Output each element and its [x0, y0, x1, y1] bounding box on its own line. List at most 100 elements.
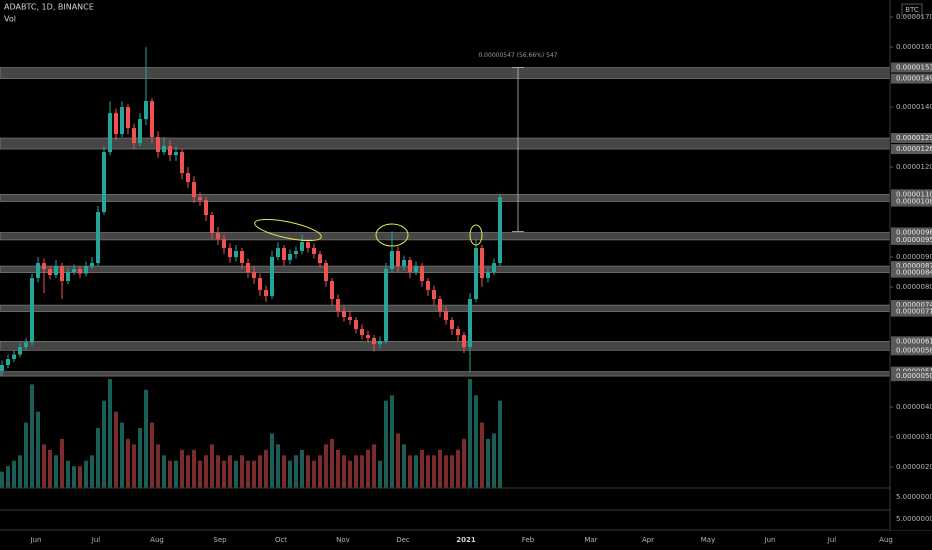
- volume: [0, 378, 502, 488]
- zone-label: 0.00001495: [896, 75, 932, 83]
- candle-body: [396, 251, 400, 267]
- currency: BTC: [905, 6, 919, 14]
- volume-bar: [162, 455, 166, 488]
- candle-body: [432, 290, 436, 300]
- candle-body: [474, 248, 478, 300]
- volume-bar: [378, 460, 382, 488]
- candle-body: [300, 242, 304, 252]
- zone-label: 0.00000848: [896, 269, 932, 277]
- x-tick-label: Jul: [827, 536, 837, 544]
- volume-bar: [360, 455, 364, 488]
- volume-bar: [456, 449, 460, 488]
- volume-bar: [480, 422, 484, 488]
- currency-box: [901, 3, 923, 17]
- volume-bar: [366, 449, 370, 488]
- candle-body: [102, 152, 106, 213]
- candle-body: [264, 290, 268, 297]
- volume-bar: [384, 400, 388, 488]
- x-tick-label: Feb: [522, 536, 535, 544]
- volume-bar: [438, 449, 442, 488]
- volume-bar: [222, 460, 226, 488]
- volume-bar: [318, 455, 322, 488]
- volume-bar: [66, 460, 70, 488]
- candle-body: [210, 215, 214, 234]
- candle-body: [324, 263, 328, 282]
- candle-body: [390, 251, 394, 270]
- zone-label: 0.00000589: [896, 346, 932, 354]
- volume-bar: [234, 460, 238, 488]
- candle-body: [330, 281, 334, 300]
- volume-title: Vol: [4, 15, 16, 24]
- candle-body: [216, 233, 220, 240]
- volume-bar: [444, 455, 448, 488]
- zone-label-bg: [891, 73, 932, 84]
- chart-title: ADABTC, 1D, BINANCE: [4, 3, 94, 12]
- candle-body: [402, 260, 406, 267]
- volume-bar: [408, 455, 412, 488]
- candles: [0, 47, 502, 376]
- zone: [0, 232, 891, 241]
- volume-bar: [120, 422, 124, 488]
- candle-body: [426, 281, 430, 291]
- volume-bar: [48, 449, 52, 488]
- zone-label-bg: [891, 62, 932, 73]
- zone-label: 0.00001297: [896, 134, 932, 142]
- x-tick-label: Aug: [150, 536, 164, 544]
- volume-bar: [264, 449, 268, 488]
- candle-body: [492, 263, 496, 273]
- candle-body: [60, 266, 64, 282]
- candle-body: [294, 251, 298, 255]
- volume-bar: [300, 449, 304, 488]
- volume-bar: [432, 455, 436, 488]
- zone-label: 0.00000982: [896, 228, 932, 236]
- x-tick-label: Jun: [764, 536, 776, 544]
- candle-body: [348, 317, 352, 321]
- candle-body: [48, 269, 52, 276]
- volume-bar: [372, 444, 376, 488]
- candle-body: [486, 272, 490, 279]
- volume-bar: [282, 455, 286, 488]
- volume-bar: [12, 460, 16, 488]
- candle-body: [66, 272, 70, 282]
- volume-bar: [174, 460, 178, 488]
- candle-body: [168, 146, 172, 156]
- x-tick-label: 2021: [456, 536, 476, 544]
- candle-body: [114, 113, 118, 135]
- x-tick-label: Nov: [336, 536, 350, 544]
- candle-body: [366, 335, 370, 339]
- zone-label-bg: [891, 306, 932, 317]
- volume-bar: [354, 455, 358, 488]
- volume-bar: [342, 455, 346, 488]
- volume-bar: [138, 428, 142, 488]
- candle-body: [192, 182, 196, 198]
- volume-bar: [240, 455, 244, 488]
- x-tick-label: Dec: [396, 536, 410, 544]
- volume-bar: [108, 378, 112, 488]
- candle-body: [318, 254, 322, 264]
- zone-label: 0.00000503: [896, 372, 932, 380]
- candle-body: [252, 272, 256, 279]
- candle-body: [18, 347, 22, 355]
- volume-bar: [192, 449, 196, 488]
- volume-bar: [126, 438, 130, 488]
- zone-label-bg: [891, 189, 932, 200]
- volume-bar: [36, 411, 40, 488]
- volume-bar: [24, 422, 28, 488]
- zone-label-bg: [891, 345, 932, 356]
- pane-label: 5.00000000: [896, 515, 932, 523]
- volume-bar: [450, 455, 454, 488]
- x-tick-label: Oct: [275, 536, 287, 544]
- volume-bar: [210, 444, 214, 488]
- zone-label: 0.00001532: [896, 63, 932, 71]
- candle-body: [144, 101, 148, 120]
- zone-label-bg: [891, 261, 932, 272]
- candle-body: [336, 299, 340, 312]
- volume-bar: [486, 438, 490, 488]
- candle-body: [84, 266, 88, 274]
- candle-body: [468, 299, 472, 348]
- candle-body: [414, 266, 418, 273]
